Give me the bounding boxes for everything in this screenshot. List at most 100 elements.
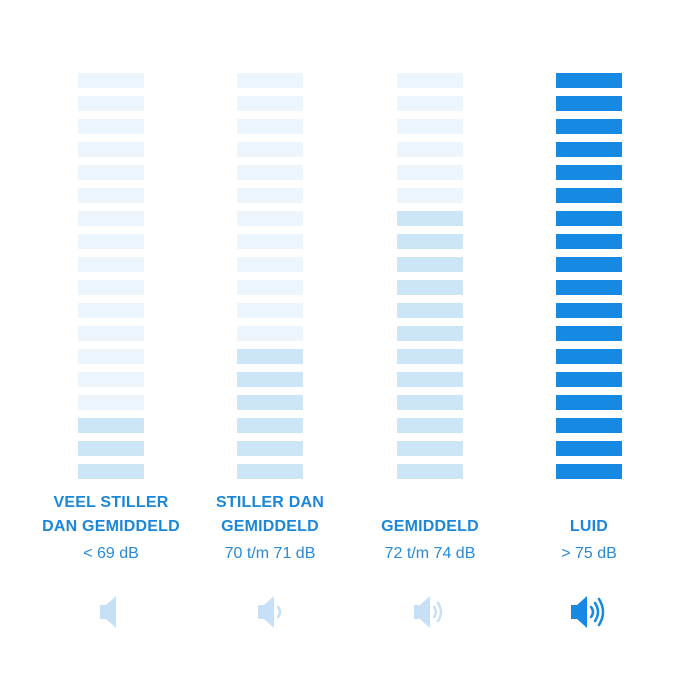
level-bar [556,372,622,387]
level-bar [556,303,622,318]
speaker-low-icon [258,596,282,628]
speaker-muted-icon [100,596,116,628]
level-bar [78,188,144,203]
level-bar [78,418,144,433]
speaker-medium-icon [414,596,443,628]
level-bar [397,73,463,88]
level-label-average: GEMIDDELD [345,491,515,539]
level-bar [78,257,144,272]
level-label-very-quiet: VEEL STILLER DAN GEMIDDELD [26,491,196,539]
level-bar [237,441,303,456]
level-bar [556,418,622,433]
level-meter-average [397,73,463,487]
level-bar [397,372,463,387]
level-bar [556,441,622,456]
level-bar [397,395,463,410]
level-bar [78,96,144,111]
level-bar [78,372,144,387]
sound-wave [589,605,595,619]
level-bar [237,464,303,479]
level-label-line: VEEL STILLER [53,494,169,511]
level-bar [397,464,463,479]
level-bar [78,119,144,134]
level-bar [78,234,144,249]
sound-wave [597,597,605,627]
level-meter-very-quiet [78,73,144,487]
level-bar [78,464,144,479]
level-bar [78,142,144,157]
level-bar [237,142,303,157]
level-bar [556,211,622,226]
speaker-loud-icon [571,596,605,628]
level-bar [397,234,463,249]
level-bar [237,349,303,364]
level-bar [556,165,622,180]
level-bar [556,464,622,479]
db-range-average: 72 t/m 74 dB [384,545,476,562]
level-bar [237,73,303,88]
level-bar [237,188,303,203]
level-bar [397,303,463,318]
level-bar [556,142,622,157]
level-bar [556,234,622,249]
level-meter-loud [556,73,622,487]
level-bar [397,280,463,295]
level-bar [556,119,622,134]
sound-wave [432,605,438,619]
level-bar [397,96,463,111]
level-bar [556,73,622,88]
level-bar [237,234,303,249]
level-bar [397,119,463,134]
level-label-line: STILLER DAN [216,494,324,511]
level-bar [237,395,303,410]
level-bar [237,280,303,295]
sound-wave [276,605,282,619]
level-bar [397,257,463,272]
level-meter-quiet [237,73,303,487]
db-range-loud: > 75 dB [561,545,617,562]
speaker-body [414,596,430,628]
level-bar [237,326,303,341]
level-bar [237,165,303,180]
level-label-line: LUID [569,518,609,535]
speaker-body [258,596,274,628]
level-bar [237,119,303,134]
level-bar [78,73,144,88]
level-bar [397,349,463,364]
level-bar [78,280,144,295]
level-bar [397,142,463,157]
level-bar [397,326,463,341]
level-bar [237,211,303,226]
level-bar [237,418,303,433]
level-label-line: GEMIDDELD [221,518,319,535]
level-bar [556,349,622,364]
level-label-quiet: STILLER DAN GEMIDDELD [185,491,355,539]
level-bar [556,395,622,410]
level-bar [78,395,144,410]
level-bar [237,303,303,318]
level-bar [397,188,463,203]
level-label-line: DAN GEMIDDELD [42,518,180,535]
level-bar [556,188,622,203]
level-label-loud: LUID [504,491,674,539]
level-bar [237,257,303,272]
level-bar [78,326,144,341]
speaker-body [571,596,587,628]
db-range-quiet: 70 t/m 71 dB [224,545,316,562]
sound-wave [593,601,600,623]
level-bar [556,326,622,341]
level-bar [78,441,144,456]
level-bar [237,372,303,387]
level-bar [78,303,144,318]
level-bar [556,257,622,272]
level-label-line [345,491,515,515]
level-bar [237,96,303,111]
sound-wave [436,601,443,623]
level-label-line: GEMIDDELD [381,518,479,535]
level-bar [78,165,144,180]
db-range-very-quiet: < 69 dB [83,545,139,562]
level-bar [78,211,144,226]
level-bar [78,349,144,364]
speaker-body [100,596,116,628]
level-bar [556,96,622,111]
